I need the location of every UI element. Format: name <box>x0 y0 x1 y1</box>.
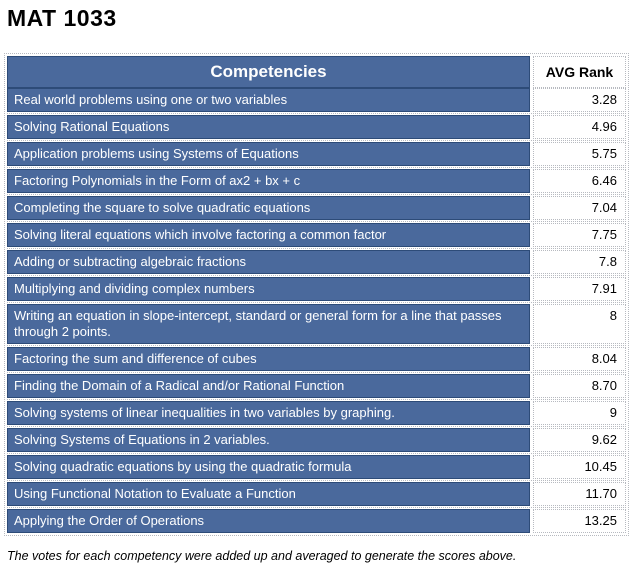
competency-cell: Finding the Domain of a Radical and/or R… <box>7 374 530 398</box>
competency-cell: Solving Rational Equations <box>7 115 530 139</box>
competency-cell: Using Functional Notation to Evaluate a … <box>7 482 530 506</box>
table-body: Real world problems using one or two var… <box>7 88 626 533</box>
competency-cell: Application problems using Systems of Eq… <box>7 142 530 166</box>
competency-cell: Real world problems using one or two var… <box>7 88 530 112</box>
competency-cell: Adding or subtracting algebraic fraction… <box>7 250 530 274</box>
competencies-column-header: Competencies <box>7 56 530 88</box>
rank-cell: 8.04 <box>533 347 626 371</box>
table-row: Finding the Domain of a Radical and/or R… <box>7 372 626 398</box>
table-row: Completing the square to solve quadratic… <box>7 194 626 220</box>
table-row: Solving Rational Equations 4.96 <box>7 113 626 139</box>
rank-cell: 13.25 <box>533 509 626 533</box>
competency-cell: Completing the square to solve quadratic… <box>7 196 530 220</box>
competency-cell: Writing an equation in slope-intercept, … <box>7 304 530 344</box>
page-title: MAT 1033 <box>7 5 117 31</box>
rank-cell: 11.70 <box>533 482 626 506</box>
competency-cell: Factoring the sum and difference of cube… <box>7 347 530 371</box>
table-header-row: Competencies AVG Rank <box>7 56 626 88</box>
rank-cell: 3.28 <box>533 88 626 112</box>
rank-cell: 7.8 <box>533 250 626 274</box>
table-row: Using Functional Notation to Evaluate a … <box>7 480 626 506</box>
table-row: Writing an equation in slope-intercept, … <box>7 302 626 344</box>
competency-cell: Solving Systems of Equations in 2 variab… <box>7 428 530 452</box>
avg-rank-column-header: AVG Rank <box>533 56 626 88</box>
table-row: Factoring the sum and difference of cube… <box>7 345 626 371</box>
table-row: Solving Systems of Equations in 2 variab… <box>7 426 626 452</box>
rank-cell: 9.62 <box>533 428 626 452</box>
table-row: Applying the Order of Operations 13.25 <box>7 507 626 533</box>
competencies-table: Competencies AVG Rank Real world problem… <box>4 53 629 536</box>
competency-cell: Factoring Polynomials in the Form of ax2… <box>7 169 530 193</box>
rank-cell: 8.70 <box>533 374 626 398</box>
rank-cell: 4.96 <box>533 115 626 139</box>
rank-cell: 10.45 <box>533 455 626 479</box>
rank-cell: 7.75 <box>533 223 626 247</box>
table-row: Solving systems of linear inequalities i… <box>7 399 626 425</box>
rank-cell: 6.46 <box>533 169 626 193</box>
table-row: Real world problems using one or two var… <box>7 88 626 112</box>
rank-cell: 8 <box>533 304 626 344</box>
table-row: Factoring Polynomials in the Form of ax2… <box>7 167 626 193</box>
competency-cell: Solving quadratic equations by using the… <box>7 455 530 479</box>
table-row: Application problems using Systems of Eq… <box>7 140 626 166</box>
footer-note: The votes for each competency were added… <box>7 549 517 563</box>
competency-cell: Multiplying and dividing complex numbers <box>7 277 530 301</box>
rank-cell: 9 <box>533 401 626 425</box>
competency-cell: Solving literal equations which involve … <box>7 223 530 247</box>
rank-cell: 7.04 <box>533 196 626 220</box>
competency-cell: Solving systems of linear inequalities i… <box>7 401 530 425</box>
competency-cell: Applying the Order of Operations <box>7 509 530 533</box>
table-row: Multiplying and dividing complex numbers… <box>7 275 626 301</box>
table-row: Solving literal equations which involve … <box>7 221 626 247</box>
rank-cell: 5.75 <box>533 142 626 166</box>
rank-cell: 7.91 <box>533 277 626 301</box>
table-row: Adding or subtracting algebraic fraction… <box>7 248 626 274</box>
table-row: Solving quadratic equations by using the… <box>7 453 626 479</box>
